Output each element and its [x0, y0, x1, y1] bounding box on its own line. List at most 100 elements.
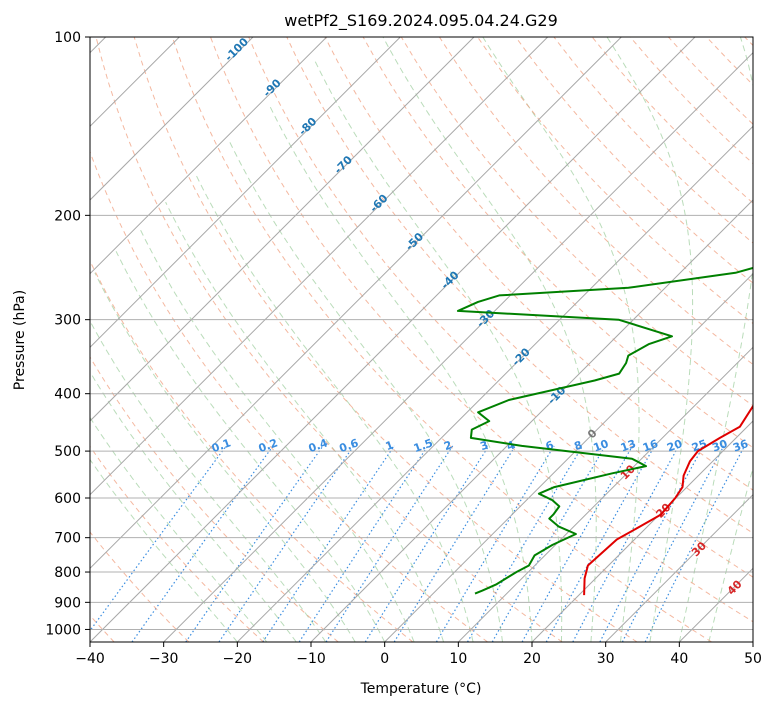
moist-adiabat-line	[94, 272, 356, 642]
mixing-ratio-label: 20	[665, 437, 684, 455]
isotherm-line	[310, 199, 753, 642]
isotherm-line	[90, 37, 475, 422]
temperature-profile-line	[583, 404, 753, 596]
mixing-ratio-label: 0.1	[210, 436, 233, 455]
mixing-ratio-label: 10	[592, 437, 611, 455]
dry-adiabat-line	[515, 37, 753, 284]
moist-adiabat-line	[268, 104, 533, 642]
x-tick-label: 30	[597, 651, 615, 667]
mixing-ratio-line	[364, 445, 490, 642]
y-tick-label: 1000	[45, 622, 81, 638]
mixing-ratio-label: 25	[690, 437, 709, 454]
y-tick-label: 200	[54, 208, 81, 224]
x-tick-label: −10	[296, 651, 326, 667]
isotherm-line	[163, 51, 753, 642]
dry-adiabat-line	[90, 150, 488, 642]
y-tick-label: 700	[54, 531, 81, 547]
dry-adiabat-line	[210, 37, 753, 623]
isotherm-line	[90, 37, 696, 642]
dry-adiabat-line	[248, 37, 753, 578]
moist-adiabat-line	[139, 227, 415, 642]
mixing-ratio-label: 3	[478, 438, 490, 453]
mixing-ratio-label: 0.2	[257, 436, 280, 455]
x-tick-label: 50	[744, 651, 762, 667]
moist-adiabat-line	[90, 458, 238, 642]
mixing-ratio-line	[262, 445, 395, 642]
moist-adiabat-line	[90, 416, 268, 642]
mixing-ratio-line	[521, 445, 634, 642]
mixing-ratio-line	[621, 445, 725, 642]
moist-adiabat-line	[165, 201, 445, 642]
dry-adiabat-lines	[90, 37, 753, 642]
y-axis-label: Pressure (hPa)	[12, 290, 28, 390]
isotherm-line	[236, 125, 753, 642]
chart-title: wetPf2_S169.2024.095.04.24.G29	[284, 11, 558, 31]
x-tick-label: 10	[449, 651, 467, 667]
mixing-ratio-label: 16	[641, 437, 660, 455]
x-tick-label: 40	[670, 651, 688, 667]
dry-adiabat-line	[90, 445, 264, 642]
moist-adiabat-line	[482, 37, 640, 642]
mixing-ratio-label: 0.6	[338, 436, 361, 455]
background-lines	[90, 37, 753, 642]
y-tick-label: 500	[54, 444, 81, 460]
y-tick-label: 100	[54, 30, 81, 46]
x-tick-label: 20	[523, 651, 541, 667]
dry-adiabat-line	[400, 37, 753, 407]
x-axis-ticks: −40 −30 −20 −10 0 10 20 30 40 50	[75, 642, 762, 667]
x-tick-label: −20	[223, 651, 253, 667]
isotherm-line	[531, 420, 753, 642]
moist-adiabat-line	[194, 173, 474, 642]
moist-adiabat-line	[708, 465, 753, 642]
dry-adiabat-line	[95, 37, 563, 642]
mixing-ratio-lines	[90, 445, 746, 642]
x-axis-label: Temperature (°C)	[360, 681, 482, 697]
x-tick-label: 0	[380, 651, 389, 667]
isotherm-line	[605, 493, 753, 642]
mixing-ratio-label: 36	[731, 437, 750, 455]
y-tick-label: 300	[54, 313, 81, 329]
mixing-ratio-line	[298, 445, 429, 642]
y-axis-ticks: 100 200 300 400 500 600 700 800 900 1000	[45, 30, 90, 638]
mixing-ratio-label: 2	[442, 438, 454, 453]
y-tick-label: 400	[54, 387, 81, 403]
moist-adiabat-line	[115, 251, 386, 642]
mixing-ratio-line	[435, 445, 555, 642]
mixing-ratio-line	[131, 445, 274, 642]
mixing-ratio-labels: 0.1 0.2 0.4 0.6 1 1.5 2 3 4 6 8 10 13 16 20 25 30 36	[210, 436, 750, 455]
mixing-ratio-label: 1.5	[412, 436, 435, 455]
mixing-ratio-line	[545, 445, 656, 642]
moist-adiabat-line	[606, 37, 694, 642]
dry-adiabat-line	[171, 37, 712, 642]
isotherm-line	[90, 37, 549, 496]
mixing-ratio-label: 0.4	[307, 436, 330, 455]
x-tick-label: −30	[149, 651, 179, 667]
dry-adiabat-line	[90, 356, 339, 642]
isotherm-line	[90, 37, 328, 275]
y-tick-label: 900	[54, 595, 81, 611]
mixing-ratio-line	[644, 445, 746, 642]
moist-adiabat-line	[314, 61, 563, 642]
y-tick-label: 800	[54, 565, 81, 581]
mixing-ratio-line	[185, 445, 324, 642]
mixing-ratio-label: 13	[619, 437, 638, 454]
isotherm-line	[90, 37, 401, 349]
mixing-ratio-label: 4	[505, 438, 517, 453]
dewpoint-profile-line	[456, 266, 753, 595]
mixing-ratio-label: 6	[544, 438, 556, 453]
isotherm-line	[90, 37, 254, 201]
mixing-ratio-label: 8	[572, 438, 584, 453]
x-tick-label: −40	[75, 651, 105, 667]
dry-adiabat-line	[133, 37, 638, 642]
plot-frame	[89, 36, 754, 643]
mixing-ratio-line	[325, 445, 454, 642]
y-tick-label: 600	[54, 491, 81, 507]
isotherm-line	[384, 272, 753, 642]
isotherm-line	[90, 37, 622, 570]
moist-adiabat-line	[678, 37, 753, 642]
mixing-ratio-label: 1	[384, 438, 396, 453]
moist-adiabat-line	[382, 37, 597, 642]
dry-adiabat-line	[90, 531, 190, 642]
